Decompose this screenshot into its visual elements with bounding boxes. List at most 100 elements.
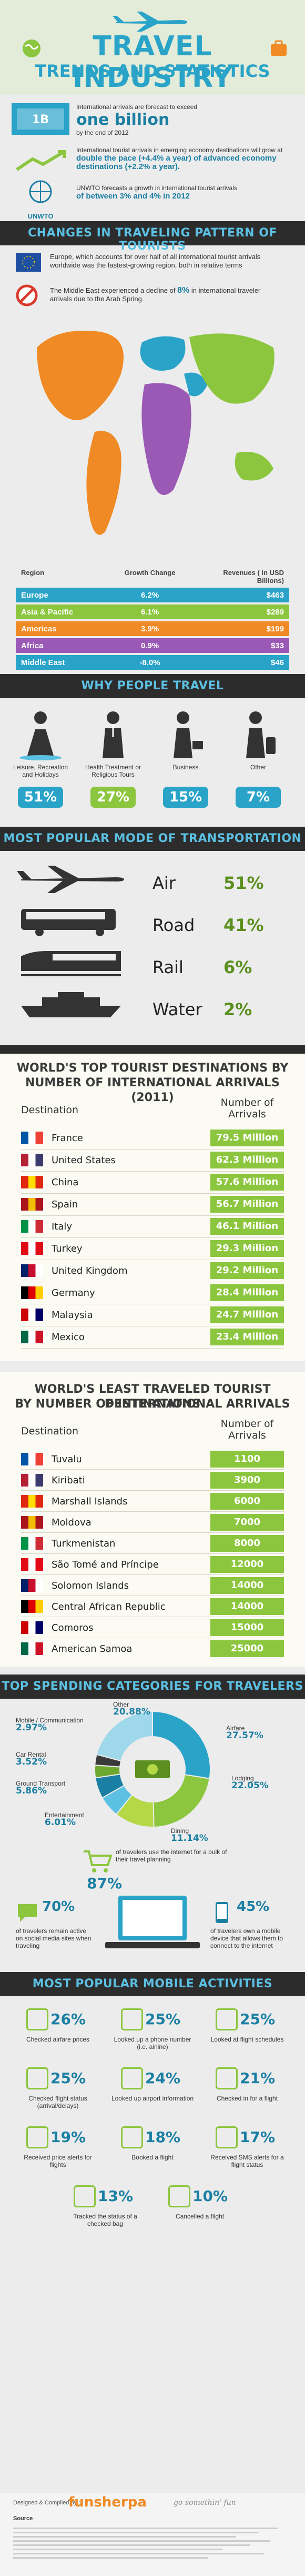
page-title: TRAVEL INDUSTRY bbox=[72, 31, 233, 94]
destination-name: United Kingdom bbox=[52, 1265, 128, 1276]
destination-name: Solomon Islands bbox=[52, 1580, 129, 1591]
mobile-activity-icon bbox=[121, 2126, 143, 2148]
mobile-activity: 25% Looked at flight schedules bbox=[205, 2006, 289, 2059]
mobile-activity-pct: 21% bbox=[240, 2069, 276, 2087]
source-label: Source bbox=[13, 2515, 33, 2522]
country-flag-icon bbox=[21, 1331, 43, 1343]
destination-arrivals: 29.3 Million bbox=[210, 1240, 284, 1257]
spend-name: Other bbox=[113, 1701, 129, 1708]
me-highlight: 8% bbox=[177, 286, 190, 295]
internet-stat3-text: of travelers own a mobile device that al… bbox=[210, 1927, 283, 1949]
destination-row: American Samoa 25000 bbox=[21, 1640, 284, 1657]
spend-pct: 6.01% bbox=[45, 1817, 76, 1828]
speech-bubble-icon bbox=[16, 1901, 39, 1924]
panel-divider bbox=[0, 1045, 305, 1054]
spend-label-ground-transport: Ground Transport 5.86% bbox=[16, 1780, 65, 1796]
col-growth: Growth Change bbox=[124, 569, 176, 577]
mobile-activity-pct: 19% bbox=[50, 2128, 86, 2146]
row-divider bbox=[21, 1490, 284, 1491]
destination-arrivals: 79.5 Million bbox=[210, 1130, 284, 1146]
reason-pct: 7% bbox=[236, 787, 281, 808]
laptop-illustration bbox=[103, 1890, 202, 1959]
spend-name: Dining bbox=[171, 1827, 189, 1835]
reason-pct: 51% bbox=[18, 787, 63, 808]
train-icon bbox=[21, 951, 121, 976]
country-flag-icon bbox=[21, 1642, 43, 1655]
map-americas-south bbox=[86, 431, 121, 535]
destination-row: China 57.6 Million bbox=[21, 1174, 284, 1191]
transport-row-road: Road 41% bbox=[16, 906, 289, 944]
section-title: MOST POPULAR MOBILE ACTIVITIES bbox=[32, 1977, 273, 1990]
mobile-activity-icon bbox=[216, 2008, 238, 2030]
region-name: Europe bbox=[21, 590, 48, 600]
map-asia bbox=[189, 333, 274, 404]
destination-row: São Tomé and Príncipe 12000 bbox=[21, 1556, 284, 1573]
destination-arrivals: 56.7 Million bbox=[210, 1196, 284, 1213]
row-divider bbox=[21, 1553, 284, 1554]
region-revenue: $463 bbox=[266, 590, 284, 600]
country-flag-icon bbox=[21, 1154, 43, 1166]
section-header-mobile: MOST POPULAR MOBILE ACTIVITIES bbox=[0, 1972, 305, 1996]
mobile-activity-icon bbox=[168, 2185, 190, 2207]
region-name: Africa bbox=[21, 641, 44, 650]
destination-arrivals: 14000 bbox=[210, 1598, 284, 1615]
internet-stat3-pct: 45% bbox=[237, 1899, 270, 1915]
country-flag-icon bbox=[21, 1537, 43, 1550]
mobile-activity-icon bbox=[121, 2008, 143, 2030]
destination-arrivals: 7000 bbox=[210, 1514, 284, 1531]
billion-illustration: 1B bbox=[12, 103, 69, 137]
region-revenue: $33 bbox=[270, 641, 284, 650]
transport-row-rail: Rail 6% bbox=[16, 948, 289, 986]
region-revenue: $289 bbox=[266, 607, 284, 617]
col-arrivals: Number of Arrivals bbox=[220, 1418, 274, 1441]
mobile-activity-label: Checked in for a flight bbox=[216, 2095, 278, 2102]
stat-text: UNWTO forecasts a growth in internationa… bbox=[76, 184, 237, 192]
region-growth: 0.9% bbox=[140, 641, 159, 650]
reason-pct: 15% bbox=[163, 787, 208, 808]
col-arrivals: Number of Arrivals bbox=[220, 1097, 274, 1120]
row-divider bbox=[21, 1193, 284, 1194]
destination-row: Turkmenistan 8000 bbox=[21, 1535, 284, 1552]
spend-label-mobile: Mobile / Communication 2.97% bbox=[16, 1717, 84, 1732]
page-subtitle: TRENDS AND STATISTICS bbox=[35, 61, 270, 81]
destination-row: Mexico 23.4 Million bbox=[21, 1329, 284, 1345]
stat-highlight: double the pace (+4.4% a year) of advanc… bbox=[76, 154, 277, 171]
least-dest-title: WORLD'S LEAST TRAVELED TOURIST DESTINATI… bbox=[34, 1383, 271, 1411]
region-growth: 6.2% bbox=[140, 590, 159, 600]
footer: Designed & Compiled by :- funsherpa go s… bbox=[0, 2493, 305, 2576]
destination-name: China bbox=[52, 1177, 79, 1188]
destination-arrivals: 15000 bbox=[210, 1619, 284, 1636]
country-flag-icon bbox=[21, 1220, 43, 1233]
region-growth: 6.1% bbox=[140, 607, 159, 617]
destination-row: Solomon Islands 14000 bbox=[21, 1577, 284, 1594]
destination-arrivals: 8000 bbox=[210, 1535, 284, 1552]
section-title: CHANGES IN TRAVELING PATTERN OF TOURISTS bbox=[28, 226, 277, 253]
destination-name: Kiribati bbox=[52, 1475, 85, 1486]
praying-person-icon bbox=[103, 711, 124, 758]
destination-arrivals: 29.2 Million bbox=[210, 1262, 284, 1279]
section-header-spending: TOP SPENDING CATEGORIES FOR TRAVELERS bbox=[0, 1675, 305, 1699]
stat-text: International arrivals are forecast to e… bbox=[76, 103, 198, 111]
country-flag-icon bbox=[21, 1474, 43, 1487]
mobile-activity: 25% Checked flight status (arrival/delays… bbox=[16, 2065, 100, 2118]
reason-health: Health Treatment or Religious Tours 27% bbox=[84, 708, 142, 808]
europe-growth-text: Europe, which accounts for over half of … bbox=[50, 253, 261, 269]
spend-label-other: Other 20.88% bbox=[113, 1701, 150, 1717]
mobile-activity-label: Looked up airport information bbox=[111, 2095, 194, 2102]
mobile-activity-icon bbox=[74, 2185, 96, 2207]
row-divider bbox=[21, 1215, 284, 1216]
destination-name: American Samoa bbox=[52, 1643, 133, 1654]
section-header-pattern: CHANGES IN TRAVELING PATTERN OF TOURISTS bbox=[0, 221, 305, 253]
map-africa bbox=[141, 383, 191, 495]
country-flag-icon bbox=[21, 1495, 43, 1508]
mobile-activity-pct: 18% bbox=[145, 2128, 181, 2146]
reason-leisure: Leisure, Recreation and Holidays 51% bbox=[12, 708, 69, 808]
region-row: Americas 3.9% $199 bbox=[16, 621, 289, 636]
country-flag-icon bbox=[21, 1600, 43, 1613]
section-header-transport: MOST POPULAR MODE OF TRANSPORTATION bbox=[0, 827, 305, 851]
mobile-activity-pct: 26% bbox=[50, 2010, 86, 2028]
destination-row: France 79.5 Million bbox=[21, 1130, 284, 1146]
row-divider bbox=[21, 1237, 284, 1238]
donut-slice bbox=[96, 1710, 153, 1762]
map-australia bbox=[235, 452, 273, 481]
